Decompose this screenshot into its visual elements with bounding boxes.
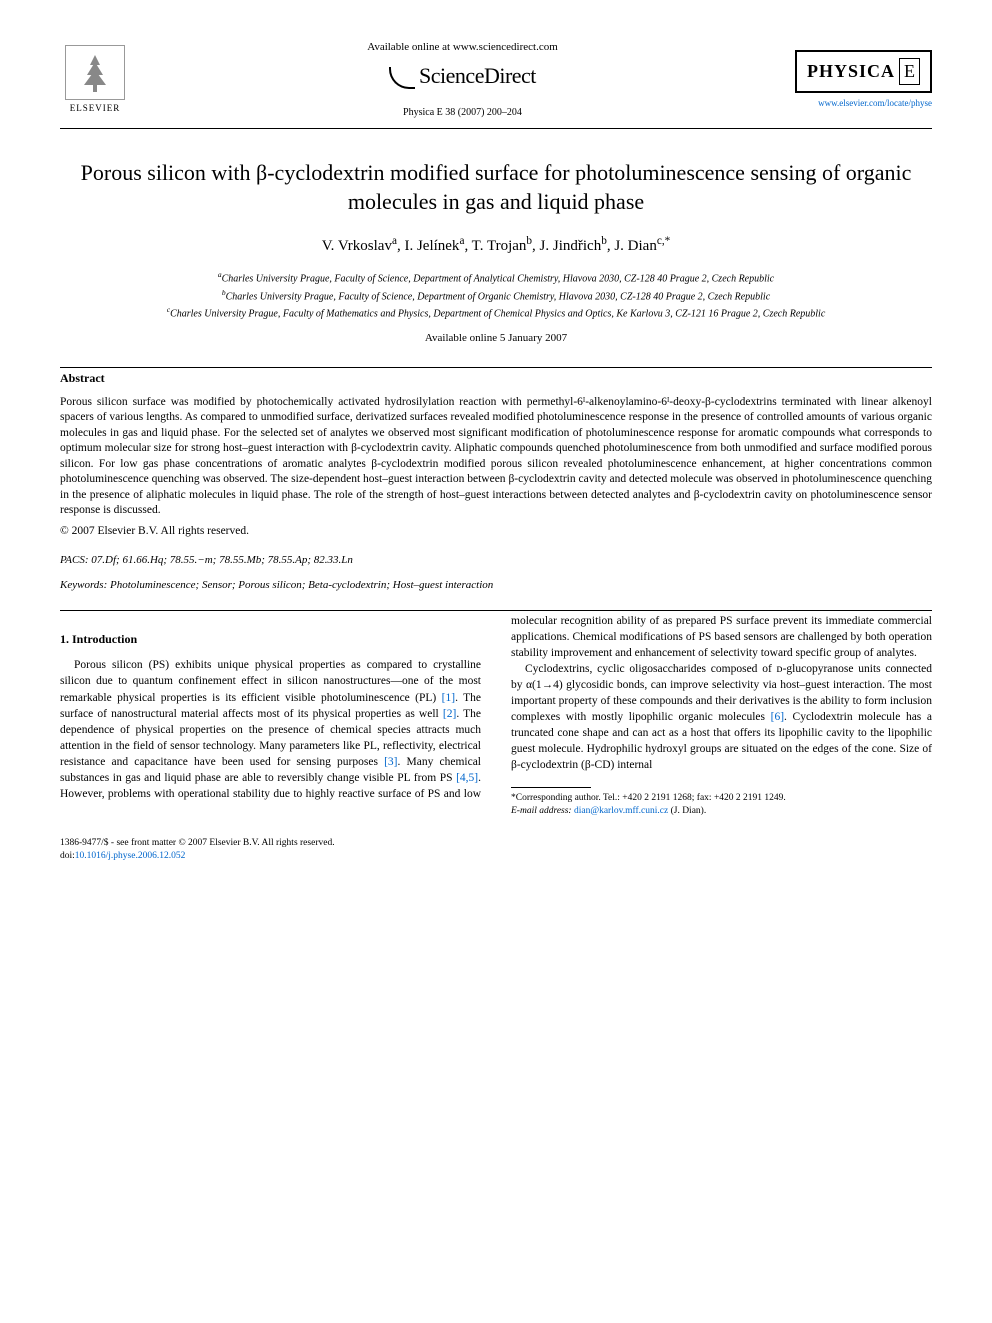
body-two-column: 1. Introduction Porous silicon (PS) exhi… bbox=[60, 613, 932, 818]
ref-link-3[interactable]: [3] bbox=[384, 756, 397, 768]
sciencedirect-brand: ScienceDirect bbox=[130, 61, 795, 92]
footnote-separator bbox=[511, 787, 591, 788]
pacs-label: PACS: bbox=[60, 554, 89, 566]
physica-block: PHYSICAE www.elsevier.com/locate/physe bbox=[795, 50, 932, 110]
footer-doi-link[interactable]: 10.1016/j.physe.2006.12.052 bbox=[75, 851, 186, 861]
page-header: ELSEVIER Available online at www.science… bbox=[60, 40, 932, 120]
affiliation-a: aCharles University Prague, Faculty of S… bbox=[60, 269, 932, 286]
intro-paragraph-2: Cyclodextrins, cyclic oligosaccharides c… bbox=[511, 661, 932, 774]
footer-doi-line: doi:10.1016/j.physe.2006.12.052 bbox=[60, 850, 932, 863]
abstract-copyright: © 2007 Elsevier B.V. All rights reserved… bbox=[60, 523, 932, 539]
footer-block: 1386-9477/$ - see front matter © 2007 El… bbox=[60, 837, 932, 864]
affiliation-c: cCharles University Prague, Faculty of M… bbox=[60, 304, 932, 321]
abstract-text: Porous silicon surface was modified by p… bbox=[60, 395, 932, 519]
pacs-codes: 07.Df; 61.66.Hq; 78.55.−m; 78.55.Mb; 78.… bbox=[91, 554, 353, 566]
physica-e-badge: E bbox=[899, 58, 920, 85]
ref-link-6[interactable]: [6] bbox=[771, 711, 784, 723]
affiliations-block: aCharles University Prague, Faculty of S… bbox=[60, 269, 932, 321]
ref-link-4-5[interactable]: [4,5] bbox=[456, 772, 478, 784]
ref-link-2[interactable]: [2] bbox=[443, 708, 456, 720]
center-header: Available online at www.sciencedirect.co… bbox=[130, 40, 795, 120]
sciencedirect-label: ScienceDirect bbox=[419, 63, 536, 88]
elsevier-logo: ELSEVIER bbox=[60, 40, 130, 120]
keywords-label: Keywords: bbox=[60, 579, 107, 591]
footer-issn: 1386-9477/$ - see front matter © 2007 El… bbox=[60, 837, 932, 850]
journal-url-link[interactable]: www.elsevier.com/locate/physe bbox=[795, 97, 932, 110]
physica-label: PHYSICA bbox=[807, 61, 895, 81]
authors-line: V. Vrkoslava, I. Jelíneka, T. Trojanb, J… bbox=[60, 234, 932, 257]
header-rule bbox=[60, 128, 932, 129]
physica-logo: PHYSICAE bbox=[795, 50, 932, 93]
footnote-email-name: (J. Dian). bbox=[671, 806, 707, 816]
keywords-line: Keywords: Photoluminescence; Sensor; Por… bbox=[60, 578, 932, 593]
footnote-email-line: E-mail address: dian@karlov.mff.cuni.cz … bbox=[511, 805, 932, 817]
available-date: Available online 5 January 2007 bbox=[60, 331, 932, 346]
sciencedirect-swoosh-icon bbox=[389, 67, 415, 89]
section-1-heading: 1. Introduction bbox=[60, 631, 481, 648]
keywords-text: Photoluminescence; Sensor; Porous silico… bbox=[110, 579, 493, 591]
corresponding-author-footnote: *Corresponding author. Tel.: +420 2 2191… bbox=[511, 792, 932, 817]
available-online-text: Available online at www.sciencedirect.co… bbox=[130, 40, 795, 55]
ref-link-1[interactable]: [1] bbox=[442, 692, 455, 704]
pacs-line: PACS: 07.Df; 61.66.Hq; 78.55.−m; 78.55.M… bbox=[60, 553, 932, 568]
journal-reference: Physica E 38 (2007) 200–204 bbox=[130, 106, 795, 120]
footnote-email-link[interactable]: dian@karlov.mff.cuni.cz bbox=[574, 806, 668, 816]
abstract-top-rule bbox=[60, 367, 932, 368]
elsevier-tree-icon bbox=[65, 45, 125, 100]
affiliation-b: bCharles University Prague, Faculty of S… bbox=[60, 287, 932, 304]
elsevier-label: ELSEVIER bbox=[70, 102, 121, 115]
abstract-heading: Abstract bbox=[60, 370, 932, 387]
abstract-bottom-rule bbox=[60, 610, 932, 611]
footnote-corr: *Corresponding author. Tel.: +420 2 2191… bbox=[511, 792, 932, 804]
article-title: Porous silicon with β-cyclodextrin modif… bbox=[60, 159, 932, 216]
